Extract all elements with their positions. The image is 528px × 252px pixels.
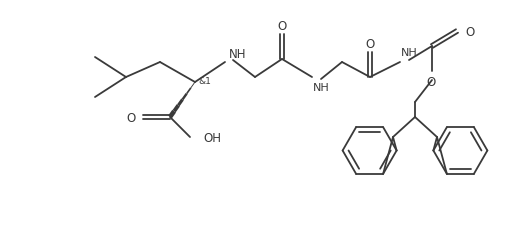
Text: O: O (277, 19, 287, 32)
Text: NH: NH (401, 48, 418, 58)
Text: NH: NH (229, 47, 247, 60)
Text: OH: OH (203, 131, 221, 144)
Text: O: O (465, 25, 474, 38)
Text: O: O (365, 37, 375, 50)
Text: O: O (127, 111, 136, 124)
Text: &1: &1 (198, 76, 211, 85)
Text: NH: NH (313, 83, 330, 93)
Text: O: O (427, 75, 436, 88)
